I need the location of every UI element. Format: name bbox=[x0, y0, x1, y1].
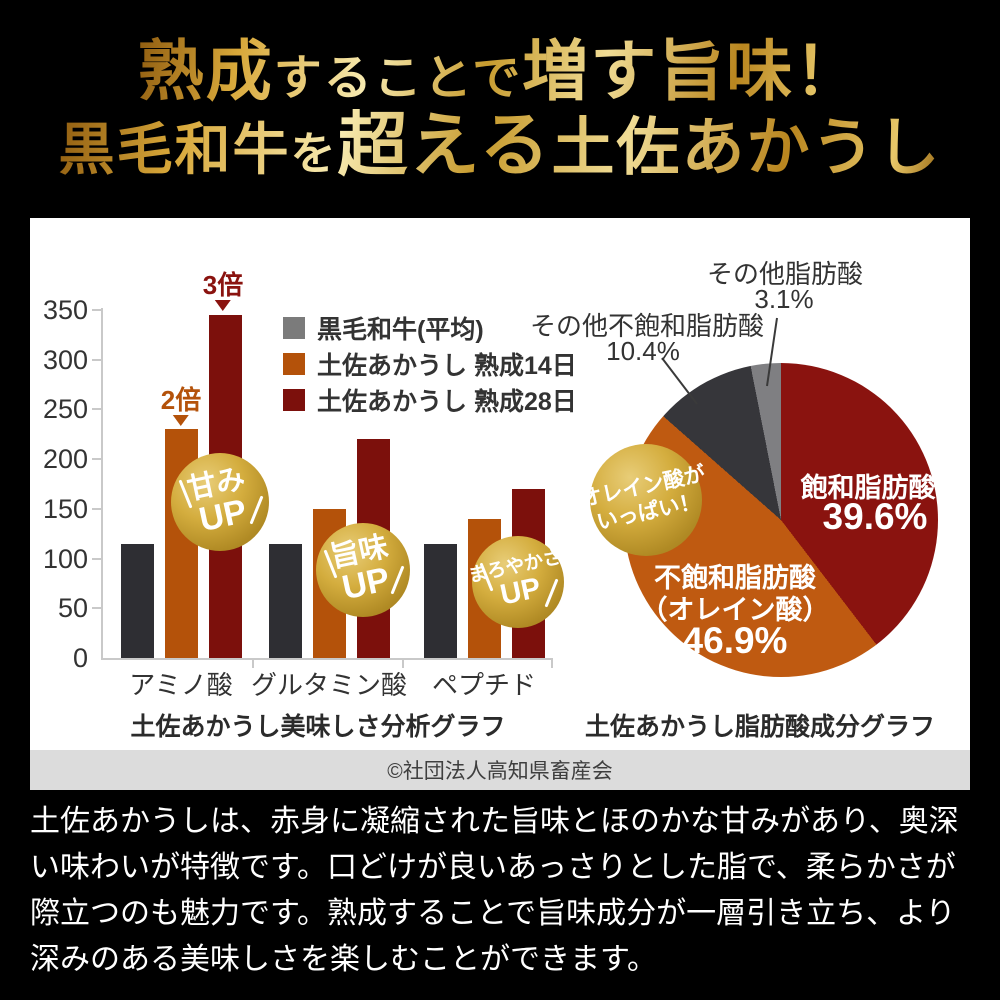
y-tick-label: 250 bbox=[42, 394, 88, 425]
category-label-amino: アミノ酸 bbox=[129, 670, 233, 700]
footer: 土佐あかうしは、赤身に凝縮された旨味とほのかな甘みがあり、奥深い味わいが特徴です… bbox=[0, 790, 1000, 1000]
headline-segment: 超える bbox=[337, 102, 552, 186]
y-tick-mark bbox=[92, 408, 101, 411]
pie-label-unsaturated: 不飽和脂肪酸 bbox=[654, 563, 816, 593]
bar-chart-title: 土佐あかうし美味しさ分析グラフ bbox=[130, 713, 506, 741]
badge-sweetness-up: 甘み UP bbox=[171, 453, 269, 551]
bar-ペプチド-series0 bbox=[424, 543, 457, 658]
legend-label: 土佐あかうし 熟成14日 bbox=[317, 352, 577, 380]
y-tick-mark bbox=[92, 309, 101, 311]
category-label-glutamine: グルタミン酸 bbox=[250, 670, 408, 700]
bar-アミノ酸-series0 bbox=[121, 543, 154, 658]
x-tick-mark bbox=[402, 660, 404, 668]
headline-line1: 熟成することで増す旨味！ bbox=[138, 36, 863, 107]
headline-segment: することで bbox=[273, 49, 523, 106]
y-tick-mark bbox=[92, 557, 101, 560]
copyright-text: ©社団法人高知県畜産会 bbox=[387, 760, 613, 783]
y-tick-label: 350 bbox=[42, 295, 88, 325]
y-tick-mark bbox=[92, 607, 101, 610]
y-tick-label: 0 bbox=[72, 643, 88, 673]
headline-segment: 黒毛和牛 bbox=[58, 116, 291, 183]
badge-oleic-acid: オレイン酸が いっぱい！ bbox=[579, 444, 707, 556]
pie-pct-other-fat: 3.1% bbox=[754, 284, 814, 314]
copyright-bar: ©社団法人高知県畜産会 bbox=[30, 750, 970, 790]
headline-segment: 増す旨味！ bbox=[522, 31, 863, 110]
pie-chart: その他脂肪酸 3.1% その他不飽和脂肪酸 10.4% 飽和脂肪酸 39.6% … bbox=[30, 218, 970, 790]
headline-segment: 土佐あかうし bbox=[551, 109, 942, 184]
bar-chart: 0 50 100 150 200 250 300 350 アミノ酸 グルタミン酸 ペプチド 黒… bbox=[30, 218, 970, 790]
pie-pct-other-unsaturated: 10.4% bbox=[606, 336, 680, 366]
pie-label-unsaturated-sub: （オレイン酸） bbox=[640, 595, 830, 625]
legend-swatch-aged14 bbox=[283, 353, 305, 375]
description-paragraph: 土佐あかうしは、赤身に凝縮された旨味とほのかな甘みがあり、奥深い味わいが特徴です… bbox=[30, 805, 959, 976]
down-arrow-icon bbox=[173, 415, 189, 426]
legend: 黒毛和牛(平均) 土佐あかうし 熟成14日 土佐あかうし 熟成28日 bbox=[283, 310, 577, 418]
pie-pct-saturated: 39.6% bbox=[822, 496, 928, 537]
annotation-2x: 2倍 bbox=[161, 386, 201, 426]
pie-label-saturated: 飽和脂肪酸 bbox=[800, 473, 936, 503]
headline-segment: を bbox=[290, 126, 338, 180]
annotation-3x: 3倍 bbox=[203, 271, 243, 311]
headline-segment: 熟成 bbox=[137, 31, 274, 110]
pie-label-other-unsaturated: その他不飽和脂肪酸 bbox=[529, 311, 765, 341]
legend-swatch-kuroge bbox=[283, 317, 305, 339]
y-tick-mark bbox=[92, 458, 101, 461]
x-tick-mark bbox=[551, 660, 553, 668]
legend-label: 黒毛和牛(平均) bbox=[317, 316, 484, 344]
x-tick-mark bbox=[252, 660, 254, 668]
headline-line2: 黒毛和牛を超える土佐あかうし bbox=[59, 107, 942, 183]
y-axis-line bbox=[101, 308, 103, 660]
down-arrow-icon bbox=[215, 300, 231, 311]
y-tick-mark bbox=[92, 507, 101, 510]
legend-label: 土佐あかうし 熟成28日 bbox=[317, 388, 577, 416]
badge-text: オレイン酸が いっぱい！ bbox=[579, 461, 713, 539]
y-tick-label: 200 bbox=[42, 444, 88, 475]
category-label-peptide: ペプチド bbox=[431, 670, 537, 700]
legend-item: 黒毛和牛(平均) bbox=[283, 310, 577, 346]
annotation-text: 2倍 bbox=[160, 385, 202, 415]
y-tick-label: 300 bbox=[42, 344, 88, 375]
bar-グルタミン酸-series0 bbox=[269, 543, 302, 658]
legend-swatch-aged28 bbox=[283, 389, 305, 411]
badge-mellowness-up: まろやかさ UP bbox=[466, 536, 564, 628]
chart-panel: 0 50 100 150 200 250 300 350 アミノ酸 グルタミン酸 ペプチド 黒… bbox=[30, 218, 970, 790]
x-axis-line bbox=[101, 658, 553, 660]
y-tick-label: 50 bbox=[57, 593, 88, 624]
header-banner: 熟成することで増す旨味！ 黒毛和牛を超える土佐あかうし bbox=[0, 0, 1000, 218]
pie-label-other-fat: その他脂肪酸 bbox=[706, 259, 864, 289]
legend-item: 土佐あかうし 熟成28日 bbox=[283, 382, 577, 418]
pie-chart-title: 土佐あかうし脂肪酸成分グラフ bbox=[584, 713, 936, 741]
badge-umami-up: 旨味 UP bbox=[316, 523, 410, 617]
y-tick-label: 100 bbox=[42, 543, 88, 574]
pie-pct-unsaturated: 46.9% bbox=[682, 620, 788, 661]
y-tick-label: 150 bbox=[42, 493, 88, 524]
legend-item: 土佐あかうし 熟成14日 bbox=[283, 346, 577, 382]
annotation-text: 3倍 bbox=[202, 270, 244, 300]
y-tick-mark bbox=[92, 358, 101, 361]
